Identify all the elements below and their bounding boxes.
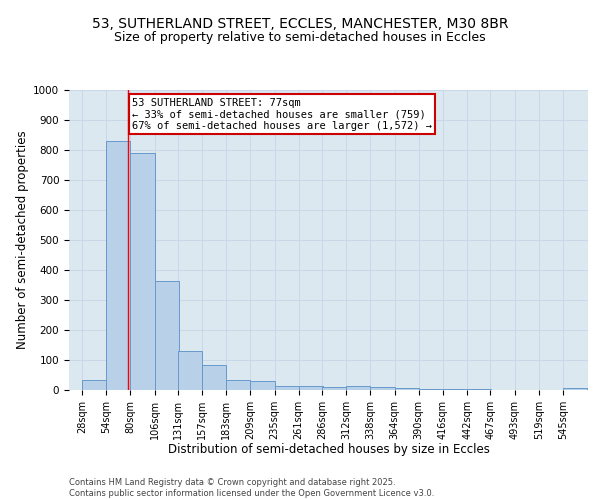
Text: 53 SUTHERLAND STREET: 77sqm
← 33% of semi-detached houses are smaller (759)
67% : 53 SUTHERLAND STREET: 77sqm ← 33% of sem… (132, 98, 432, 130)
Bar (155, 280, 179, 390)
Bar (275, 386, 299, 390)
Bar (178, 351, 202, 390)
Bar (370, 387, 395, 390)
Bar (202, 366, 226, 390)
Bar (299, 386, 323, 390)
Bar (395, 388, 419, 390)
Bar (106, 141, 130, 390)
Text: Size of property relative to semi-detached houses in Eccles: Size of property relative to semi-detach… (114, 31, 486, 44)
Bar (419, 388, 443, 390)
Bar (130, 153, 155, 390)
X-axis label: Distribution of semi-detached houses by size in Eccles: Distribution of semi-detached houses by … (167, 444, 490, 456)
Bar (82, 380, 106, 390)
Bar (563, 388, 587, 390)
Bar (250, 381, 275, 390)
Bar (346, 386, 370, 390)
Bar (226, 380, 250, 390)
Bar (322, 387, 346, 390)
Bar (443, 389, 467, 390)
Text: Contains HM Land Registry data © Crown copyright and database right 2025.
Contai: Contains HM Land Registry data © Crown c… (69, 478, 434, 498)
Text: 53, SUTHERLAND STREET, ECCLES, MANCHESTER, M30 8BR: 53, SUTHERLAND STREET, ECCLES, MANCHESTE… (92, 18, 508, 32)
Y-axis label: Number of semi-detached properties: Number of semi-detached properties (16, 130, 29, 350)
